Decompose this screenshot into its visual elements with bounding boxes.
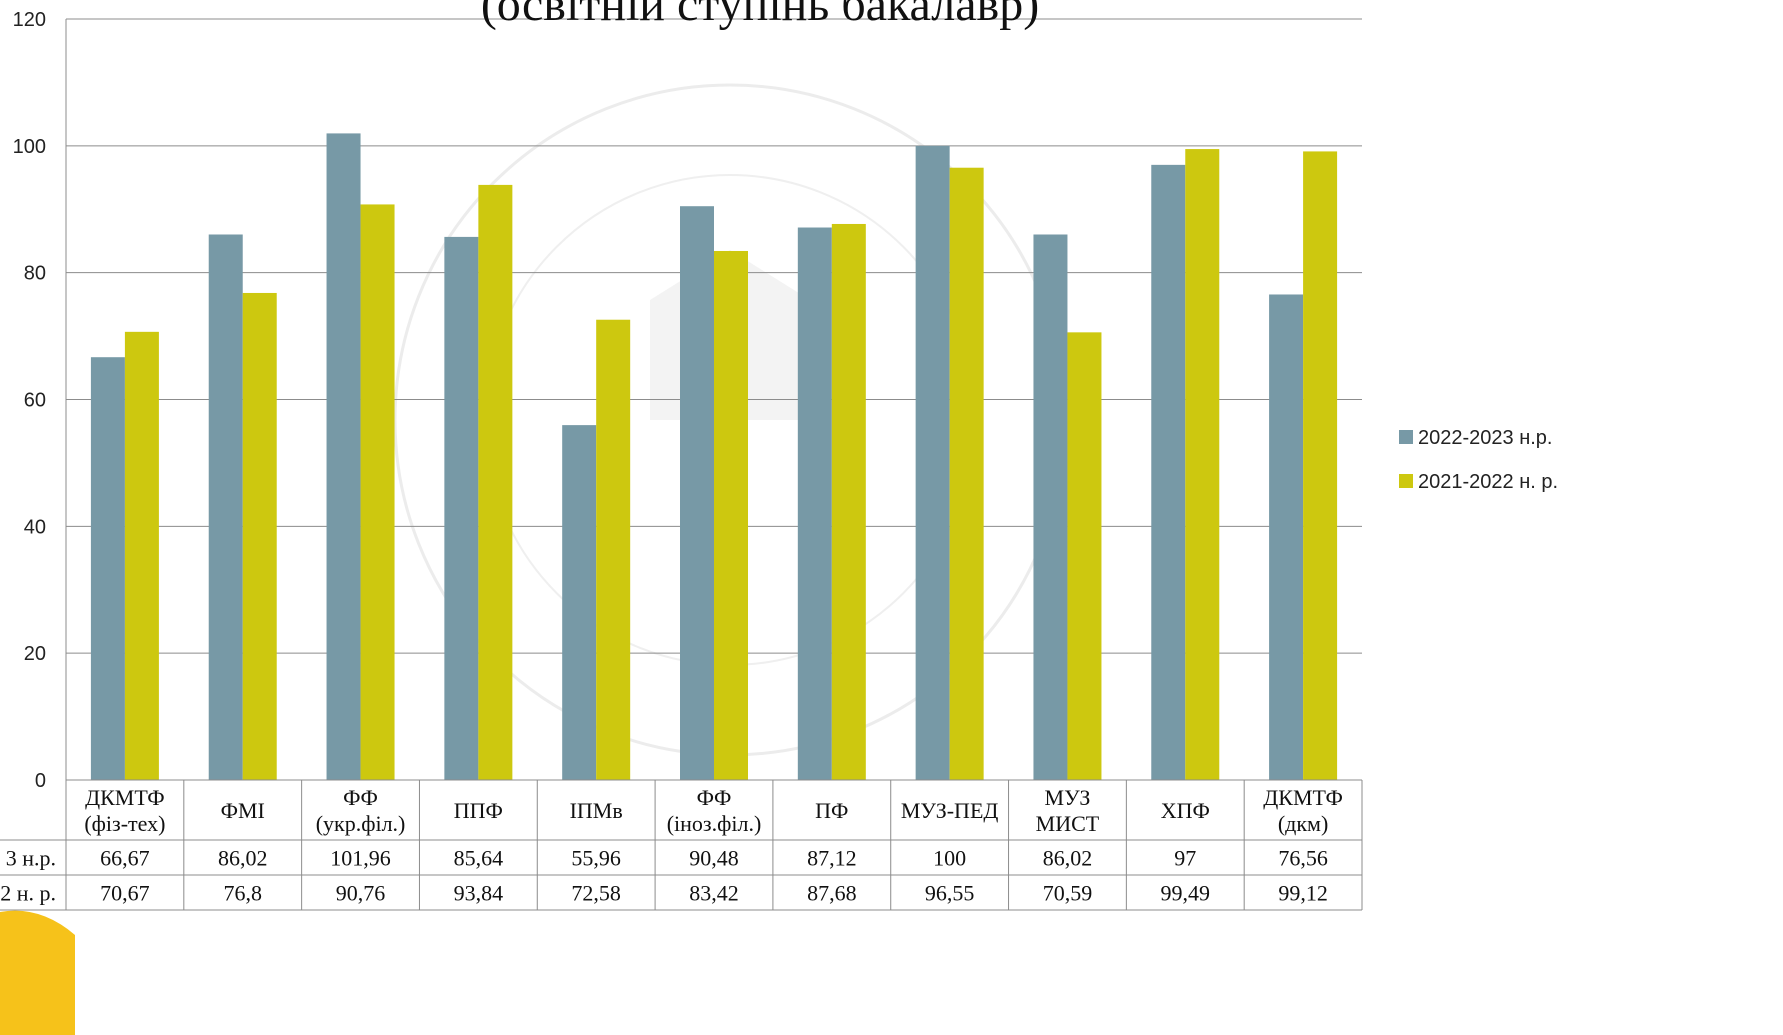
bar	[1033, 234, 1068, 780]
category-label: ППФ	[454, 798, 503, 823]
table-value: 76,8	[223, 881, 262, 906]
table-value: 85,64	[454, 846, 504, 871]
corner-badge	[0, 910, 75, 1035]
category-label: ДКМТФ (фіз-тех)	[84, 785, 165, 836]
y-tick-label: 100	[13, 136, 46, 158]
table-value: 87,12	[807, 846, 857, 871]
table-value: 96,55	[925, 881, 975, 906]
category-label: ПФ	[815, 798, 848, 823]
bar	[680, 206, 714, 780]
category-label: МУЗ МИСТ	[1036, 785, 1100, 836]
y-tick-label: 0	[35, 770, 46, 792]
y-tick-label: 20	[24, 643, 46, 665]
table-value: 97	[1174, 846, 1196, 871]
bar	[831, 223, 866, 781]
category-label: ДКМТФ (дкм)	[1263, 785, 1343, 836]
bar	[1067, 332, 1102, 780]
category-label: ФФ (укр.філ.)	[316, 785, 406, 836]
bars	[90, 133, 1338, 781]
bar	[242, 292, 277, 780]
table-value: 86,02	[1043, 846, 1093, 871]
bar	[326, 133, 361, 780]
y-tick-label: 40	[24, 516, 46, 538]
bar	[1185, 149, 1220, 781]
data-table: ДКМТФ (фіз-тех) ФМІ ФФ (укр.філ.) ППФ ІПМв ФФ (і…	[0, 779, 1363, 911]
bar	[949, 167, 984, 780]
bar	[478, 184, 513, 780]
table-value: 101,96	[330, 846, 391, 871]
category-label: ІПМв	[570, 798, 623, 823]
category-label: МУЗ-ПЕД	[901, 798, 999, 823]
legend-swatch	[1399, 474, 1413, 488]
y-tick-label: 60	[24, 390, 46, 412]
table-value: 90,48	[689, 846, 739, 871]
category-label: ФФ (іноз.філ.)	[667, 785, 762, 836]
bar	[797, 227, 832, 781]
table-value: 90,76	[336, 881, 386, 906]
y-axis: 0 20 40 60 80 100 120	[13, 9, 67, 792]
table-value: 87,68	[807, 881, 857, 906]
table-value: 83,42	[689, 881, 739, 906]
bar	[1303, 151, 1338, 780]
bar	[714, 250, 748, 781]
bar	[360, 204, 395, 781]
y-tick-label: 120	[13, 9, 46, 31]
table-value: 99,49	[1161, 881, 1211, 906]
bar	[444, 236, 479, 781]
y-tick-label: 80	[24, 263, 46, 285]
bar	[1269, 294, 1304, 780]
bar	[562, 425, 597, 780]
table-value: 100	[933, 846, 966, 871]
bar	[596, 319, 631, 780]
table-row-label: 3 н.р.	[6, 846, 56, 871]
legend-label: 2022-2023 н.р.	[1418, 427, 1552, 449]
table-value: 70,67	[100, 881, 150, 906]
bar	[208, 234, 243, 780]
table-value: 55,96	[571, 846, 621, 871]
table-value: 99,12	[1278, 881, 1328, 906]
table-value: 70,59	[1043, 881, 1093, 906]
bar	[915, 145, 950, 781]
legend: 2022-2023 н.р. 2021-2022 н. р.	[1399, 427, 1558, 493]
bar	[90, 357, 125, 780]
category-label: ФМІ	[221, 798, 265, 823]
category-label: ХПФ	[1161, 798, 1210, 823]
legend-label: 2021-2022 н. р.	[1418, 471, 1558, 493]
bar	[124, 331, 159, 780]
table-value: 76,56	[1278, 846, 1328, 871]
table-value: 72,58	[571, 881, 621, 906]
legend-swatch	[1399, 430, 1413, 444]
bar	[1151, 164, 1186, 780]
chart-title: (освітній ступінь бакалавр)	[481, 0, 1039, 31]
table-value: 66,67	[100, 846, 150, 871]
table-value: 86,02	[218, 846, 268, 871]
table-row-label: 2 н. р.	[0, 881, 56, 906]
table-value: 93,84	[454, 881, 504, 906]
